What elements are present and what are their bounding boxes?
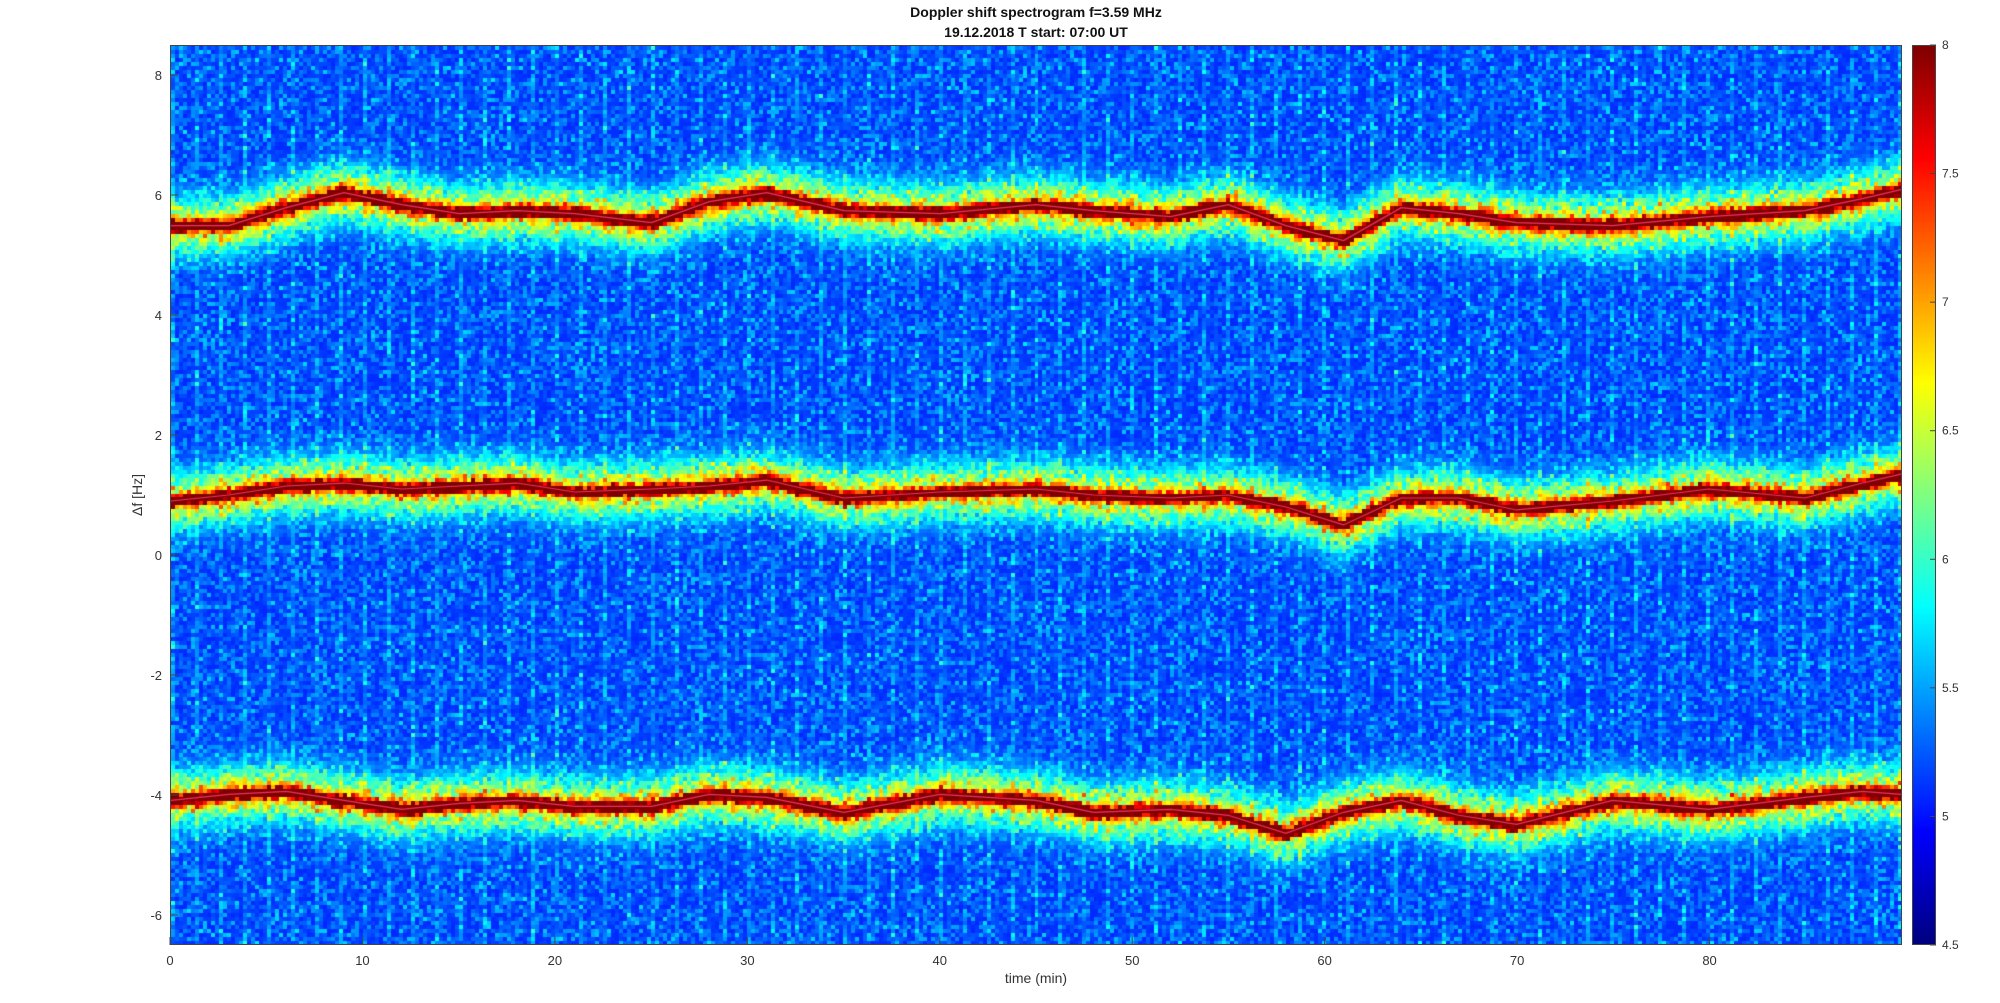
x-axis-label: time (min) bbox=[1005, 970, 1067, 986]
x-tick-label: 50 bbox=[1125, 953, 1139, 968]
chart-subtitle: 19.12.2018 T start: 07:00 UT bbox=[944, 24, 1128, 40]
x-tick-label: 60 bbox=[1317, 953, 1331, 968]
colorbar-tick-label: 5 bbox=[1942, 809, 1949, 823]
colorbar-tick-label: 4.5 bbox=[1942, 938, 1959, 952]
y-tick-label: 0 bbox=[155, 548, 162, 563]
x-tick-label: 80 bbox=[1702, 953, 1716, 968]
colorbar-tick-label: 7.5 bbox=[1942, 167, 1959, 181]
x-tick-label: 70 bbox=[1510, 953, 1524, 968]
colorbar-tick-label: 7 bbox=[1942, 295, 1949, 309]
x-tick-label: 0 bbox=[166, 953, 173, 968]
y-tick-label: -6 bbox=[150, 908, 162, 923]
colorbar-tick-label: 6.5 bbox=[1942, 424, 1959, 438]
x-tick-label: 20 bbox=[548, 953, 562, 968]
chart-title: Doppler shift spectrogram f=3.59 MHz bbox=[910, 4, 1162, 20]
x-tick-label: 30 bbox=[740, 953, 754, 968]
colorbar-tick-label: 8 bbox=[1942, 38, 1949, 52]
x-axis: 0 10 20 30 40 50 60 70 80 bbox=[166, 937, 1717, 968]
y-axis-label: Δf [Hz] bbox=[129, 474, 145, 516]
y-tick-label: 2 bbox=[155, 428, 162, 443]
y-tick-label: 6 bbox=[155, 188, 162, 203]
y-tick-label: -4 bbox=[150, 788, 162, 803]
colorbar-tick-label: 5.5 bbox=[1942, 681, 1959, 695]
spectrogram-heatmap bbox=[171, 46, 1901, 944]
colorbar-gradient bbox=[1913, 46, 1935, 944]
colorbar-tick-label: 6 bbox=[1942, 552, 1949, 566]
y-axis: 8 6 4 2 0 -2 -4 -6 bbox=[150, 68, 178, 923]
colorbar bbox=[1912, 45, 1936, 945]
y-tick-label: -2 bbox=[150, 668, 162, 683]
colorbar-axis: 8 7.5 7 6.5 6 5.5 5 4.5 bbox=[1930, 38, 1959, 952]
y-tick-label: 4 bbox=[155, 308, 162, 323]
x-tick-label: 10 bbox=[355, 953, 369, 968]
plot-area bbox=[170, 45, 1902, 945]
x-tick-label: 40 bbox=[933, 953, 947, 968]
y-tick-label: 8 bbox=[155, 68, 162, 83]
